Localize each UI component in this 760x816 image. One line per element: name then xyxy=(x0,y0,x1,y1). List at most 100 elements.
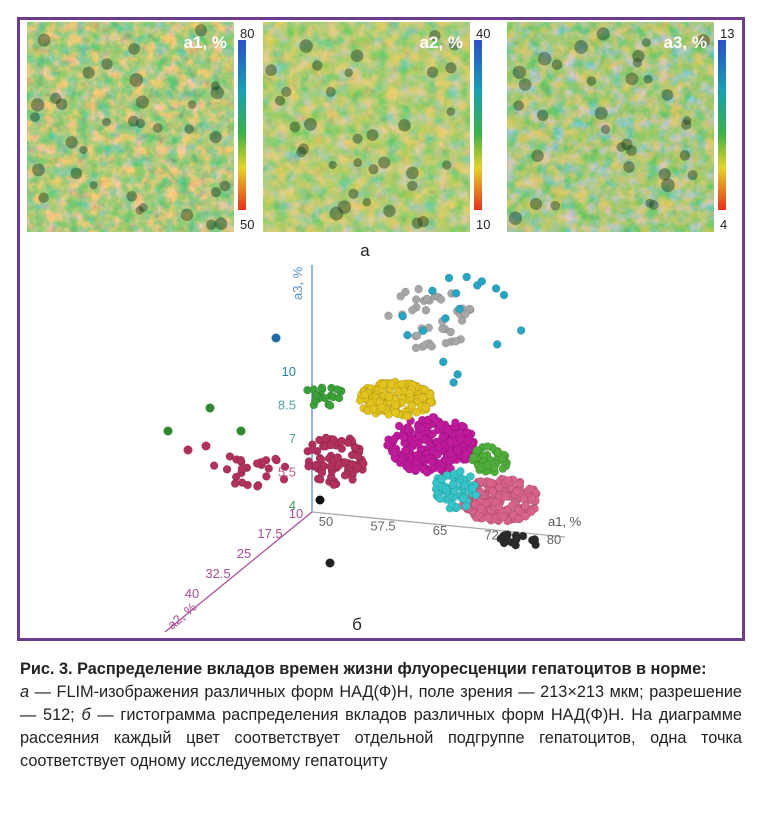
a3-tick-label: 8.5 xyxy=(278,398,296,413)
panel-letter: а xyxy=(360,241,370,260)
scatter-point xyxy=(411,465,421,474)
cell-nucleus xyxy=(442,160,452,170)
scale-max: 80 xyxy=(240,26,254,41)
cell-nucleus xyxy=(625,72,639,86)
cell-nucleus xyxy=(531,149,544,163)
scatter-point xyxy=(473,446,482,455)
scatter-point xyxy=(530,535,539,544)
cell-nucleus xyxy=(135,118,146,129)
cell-nucleus xyxy=(210,187,221,198)
cell-nucleus xyxy=(574,40,588,54)
a2-tick-label: 40 xyxy=(185,586,199,601)
scatter-point xyxy=(427,457,437,467)
flim-image xyxy=(263,22,470,232)
cell-nucleus xyxy=(82,66,95,79)
scatter-point xyxy=(326,462,335,471)
flim-image xyxy=(27,22,234,232)
cell-nucleus xyxy=(135,206,144,215)
scatter-point xyxy=(428,429,437,438)
scatter-point xyxy=(512,535,521,544)
cell-nucleus xyxy=(661,178,675,193)
scatter-point xyxy=(205,403,215,413)
cell-nucleus xyxy=(135,95,149,109)
scatter-point xyxy=(503,476,513,485)
scatter-point xyxy=(446,449,455,459)
scatter-point xyxy=(468,483,477,493)
cell-nucleus xyxy=(679,150,691,161)
scatter-point xyxy=(519,494,529,504)
scatter-point xyxy=(441,484,451,494)
scatter-point xyxy=(476,504,485,513)
scatter-point xyxy=(384,392,394,402)
cell-nucleus xyxy=(128,43,141,55)
color-bar xyxy=(238,40,246,210)
scatter-point xyxy=(378,380,388,389)
caption-text: — гистограмма распределения вкладов разл… xyxy=(20,706,742,770)
scale-min: 50 xyxy=(240,217,254,232)
cell-nucleus xyxy=(529,197,543,211)
cell-nucleus xyxy=(101,58,113,70)
cell-nucleus xyxy=(641,38,651,47)
scatter-point xyxy=(462,449,471,458)
cell-nucleus xyxy=(210,85,224,100)
a1-tick-label: 50 xyxy=(319,514,333,529)
scatter-point xyxy=(489,463,499,472)
cell-nucleus xyxy=(329,206,344,221)
cell-nucleus xyxy=(687,169,698,181)
scatter-point xyxy=(340,471,350,480)
scatter-point xyxy=(452,446,462,455)
scatter-point xyxy=(518,531,528,541)
scatter-point xyxy=(461,309,470,319)
scatter-point xyxy=(451,336,461,346)
scatter-point xyxy=(353,462,362,472)
scatter-point xyxy=(403,330,412,340)
scatter-point xyxy=(329,480,338,490)
scatter-point xyxy=(436,295,446,304)
scatter-point xyxy=(436,420,446,430)
scatter-point xyxy=(225,452,235,461)
cell-nucleus xyxy=(448,39,460,51)
a2-axis-label: a2, % xyxy=(164,599,199,632)
scatter-point xyxy=(444,425,453,435)
cell-nucleus xyxy=(281,86,292,97)
scatter-point xyxy=(317,468,327,478)
scatter-point xyxy=(262,472,271,481)
cell-nucleus xyxy=(681,119,692,130)
cell-nucleus xyxy=(398,118,411,132)
cell-nucleus xyxy=(30,98,45,112)
scatter-point xyxy=(499,531,508,541)
scatter-point xyxy=(441,338,451,348)
cell-nucleus xyxy=(79,145,88,155)
scatter-point xyxy=(448,480,458,489)
scatter-point xyxy=(321,433,331,443)
cell-nucleus xyxy=(30,112,40,123)
scatter-point xyxy=(412,331,422,340)
cell-nucleus xyxy=(55,98,68,110)
cell-nucleus xyxy=(594,106,608,120)
scatter-point xyxy=(405,389,415,398)
cell-nucleus xyxy=(625,145,637,156)
scatter-point xyxy=(391,408,400,418)
scatter-point xyxy=(326,440,336,450)
cell-nucleus xyxy=(682,116,692,125)
scatter-point xyxy=(453,370,462,379)
scatter-point xyxy=(418,393,428,403)
scatter-point xyxy=(222,465,232,474)
cell-nucleus xyxy=(296,146,307,158)
scatter-point xyxy=(421,306,431,315)
scatter-point xyxy=(404,425,414,434)
scatter-point xyxy=(264,464,274,473)
scatter-point xyxy=(351,443,360,452)
scatter-point xyxy=(509,510,518,520)
cell-nucleus xyxy=(632,49,645,63)
scatter-point xyxy=(422,468,432,477)
cell-nucleus xyxy=(328,160,337,170)
scatter-point xyxy=(422,294,432,304)
scatter-point xyxy=(499,290,509,300)
scatter-point xyxy=(436,465,445,474)
cell-nucleus xyxy=(426,66,439,78)
cell-nucleus xyxy=(102,117,111,127)
scatter-point xyxy=(488,486,497,496)
cell-nucleus xyxy=(32,163,45,177)
caption-body: а — FLIM-изображения различных форм НАД(… xyxy=(20,681,742,773)
